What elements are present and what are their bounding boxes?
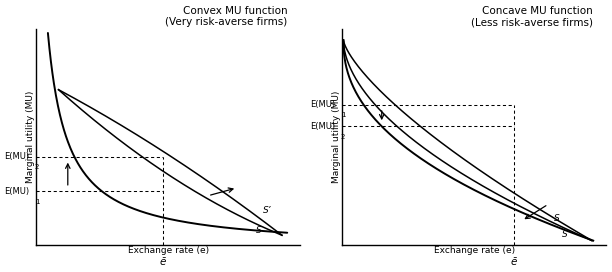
Text: ē: ē — [511, 257, 517, 267]
Text: E(MU): E(MU) — [4, 152, 29, 161]
Text: E(MU): E(MU) — [310, 122, 335, 131]
Y-axis label: Marginal utility (MU): Marginal utility (MU) — [332, 91, 341, 183]
Text: ē: ē — [160, 257, 166, 267]
Text: Concave MU function
(Less risk-averse firms): Concave MU function (Less risk-averse fi… — [471, 5, 593, 27]
Text: S’: S’ — [263, 206, 272, 215]
Y-axis label: Marginal utility (MU): Marginal utility (MU) — [26, 91, 35, 183]
Text: 1: 1 — [341, 112, 345, 118]
Text: 2: 2 — [341, 134, 345, 140]
Text: S’: S’ — [561, 230, 570, 239]
X-axis label: Exchange rate (e): Exchange rate (e) — [128, 246, 209, 255]
Text: S: S — [554, 214, 559, 223]
Text: S: S — [255, 225, 261, 234]
X-axis label: Exchange rate (e): Exchange rate (e) — [434, 246, 515, 255]
Text: E(MU): E(MU) — [4, 187, 29, 196]
Text: Convex MU function
(Very risk-averse firms): Convex MU function (Very risk-averse fir… — [165, 5, 287, 27]
Text: 2: 2 — [35, 164, 39, 170]
Text: E(MU): E(MU) — [310, 100, 335, 109]
Text: 1: 1 — [35, 199, 39, 205]
